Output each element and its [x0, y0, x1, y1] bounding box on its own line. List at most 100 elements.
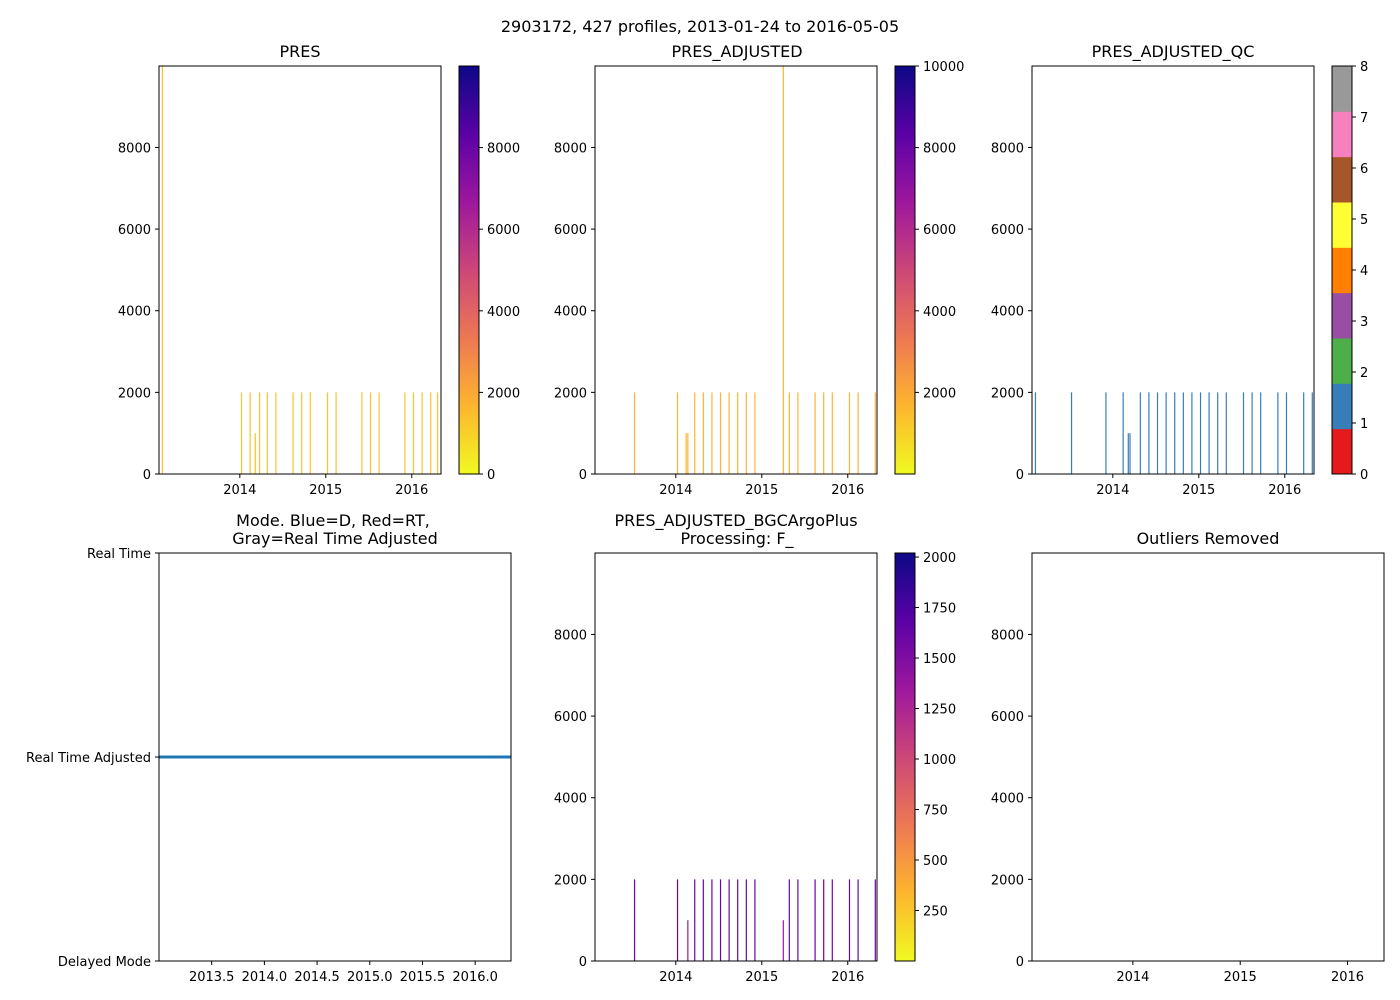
ytick-label-mode-2: Real Time [87, 547, 151, 562]
colorbar-tick-label-pres-adjusted-qc-4: 4 [1360, 264, 1368, 279]
colorbar-ticks-qc: 0 1 2 3 4 5 6 7 8 [1352, 60, 1368, 483]
xtick-label-pres-adjusted-0: 2014 [659, 483, 692, 498]
qc-color-segment-5 [1332, 202, 1352, 248]
colorbar-tick-label-pres-adjusted-qc-3: 3 [1360, 315, 1368, 330]
ytick-label-bgc-2: 4000 [554, 792, 587, 807]
colorbar-tick-label-pres-4: 8000 [487, 142, 520, 157]
ticks-mode: 2013.5 2014.0 2014.5 2015.0 2015.5 2016.0 Dela… [26, 547, 498, 985]
ytick-label-outliers-4: 8000 [991, 628, 1024, 643]
ytick-label-outliers-2: 4000 [991, 792, 1024, 807]
xtick-label-bgc-0: 2014 [659, 970, 692, 985]
ticks-bgc: 2014 2015 2016 0 2000 4000 6000 8000 [554, 628, 864, 985]
colorbar-tick-label-pres-0: 0 [487, 468, 495, 483]
qc-color-segment-2 [1332, 338, 1352, 384]
qc-color-segment-3 [1332, 292, 1352, 339]
colorbar-tick-label-pres-adjusted-qc-1: 1 [1360, 417, 1368, 432]
xtick-label-pres-adjusted-1: 2015 [745, 483, 778, 498]
colorbar-bgc [895, 553, 915, 961]
ytick-label-pres-0: 0 [143, 468, 151, 483]
colorbar-tick-label-pres-1: 2000 [487, 386, 520, 401]
ytick-label-mode-1: Real Time Adjusted [26, 751, 151, 766]
panel-pres-adjusted-qc: PRES_ADJUSTED_QC 2014 2015 201602000400060… [991, 42, 1368, 498]
ytick-label-mode-0: Delayed Mode [58, 955, 151, 970]
colorbar-tick-label-bgc-7: 2000 [923, 551, 956, 566]
panel-bgc: PRES_ADJUSTED_BGCArgoPlus Processing: F_… [554, 511, 956, 985]
panel-title-pres-adjusted: PRES_ADJUSTED [671, 42, 802, 62]
ytick-label-bgc-0: 0 [579, 955, 587, 970]
axes-frame-bgc [594, 552, 878, 962]
axes-frame-pres-adjusted-qc [1031, 65, 1315, 475]
ytick-label-pres-3: 6000 [118, 223, 151, 238]
colorbar-ticks-pres: 0 2000 4000 6000 8000 [479, 142, 520, 483]
colorbar-qc [1332, 66, 1352, 475]
ytick-label-pres-adjusted-qc-4: 8000 [991, 141, 1024, 156]
ytick-label-pres-2: 4000 [118, 305, 151, 320]
xtick-label-mode-3: 2015.0 [347, 970, 393, 985]
ytick-label-pres-adjusted-qc-0: 0 [1016, 468, 1024, 483]
marks-pres-adjusted [633, 66, 876, 474]
ytick-label-pres-adjusted-2: 4000 [554, 305, 587, 320]
colorbar-tick-label-pres-adjusted-qc-5: 5 [1360, 213, 1368, 228]
colorbar-tick-label-pres-adjusted-3: 8000 [923, 142, 956, 157]
colorbar-frame-pres-adjusted [894, 65, 916, 475]
colorbar-tick-label-pres-adjusted-qc-0: 0 [1360, 468, 1368, 483]
colorbar-tick-label-bgc-3: 1000 [923, 753, 956, 768]
colorbar-tick-label-bgc-5: 1500 [923, 652, 956, 667]
qc-color-segment-7 [1332, 111, 1352, 158]
ytick-label-bgc-3: 6000 [554, 710, 587, 725]
panel-pres-adjusted: PRES_ADJUSTED 2014 2015 2016 0 2000 4000 6000 8… [554, 42, 964, 498]
xtick-label-pres-adjusted-2: 2016 [831, 483, 864, 498]
xtick-label-bgc-1: 2015 [745, 970, 778, 985]
colorbar-tick-label-pres-adjusted-qc-2: 2 [1360, 366, 1368, 381]
ytick-label-bgc-1: 2000 [554, 873, 587, 888]
axes-frame-pres-adjusted [594, 65, 878, 475]
marks-bgc [633, 879, 876, 961]
panel-title-outliers: Outliers Removed [1137, 529, 1280, 548]
xtick-label-pres-0: 2014 [223, 483, 256, 498]
colorbar-tick-label-bgc-0: 250 [923, 905, 948, 920]
axes-frame-outliers [1031, 552, 1385, 962]
xtick-label-outliers-0: 2014 [1116, 970, 1149, 985]
colorbar-pres-adjusted [895, 66, 915, 474]
xtick-label-mode-4: 2015.5 [400, 970, 446, 985]
axes-frame-pres [158, 65, 442, 475]
panel-title-pres-adjusted-qc: PRES_ADJUSTED_QC [1092, 42, 1255, 62]
xtick-label-mode-1: 2014.0 [242, 970, 288, 985]
panel-title-bgc-line1: PRES_ADJUSTED_BGCArgoPlus [614, 511, 857, 531]
panel-mode: Mode. Blue=D, Red=RT, Gray=Real Time Adj… [26, 511, 512, 985]
xtick-label-pres-1: 2015 [309, 483, 342, 498]
xtick-label-pres-adjusted-qc-0: 2014 [1096, 483, 1129, 498]
ytick-label-pres-adjusted-0: 0 [579, 468, 587, 483]
ytick-label-pres-adjusted-4: 8000 [554, 141, 587, 156]
panel-title-mode-line2: Gray=Real Time Adjusted [232, 529, 438, 548]
colorbar-tick-label-bgc-1: 500 [923, 854, 948, 869]
ytick-label-pres-4: 8000 [118, 141, 151, 156]
ytick-label-pres-adjusted-qc-3: 6000 [991, 223, 1024, 238]
ytick-label-pres-1: 2000 [118, 386, 151, 401]
colorbar-tick-label-pres-2: 4000 [487, 305, 520, 320]
ytick-label-pres-adjusted-qc-2: 4000 [991, 305, 1024, 320]
ticks-outliers: 2014 2015 2016 0 2000 4000 6000 8000 [991, 628, 1364, 985]
panel-title-pres: PRES [279, 42, 320, 61]
colorbar-tick-label-bgc-6: 1750 [923, 602, 956, 617]
xtick-label-mode-0: 2013.5 [189, 970, 235, 985]
qc-color-segment-6 [1332, 156, 1352, 203]
colorbar-tick-label-pres-adjusted-4: 10000 [923, 60, 964, 75]
colorbar-tick-label-bgc-2: 750 [923, 804, 948, 819]
colorbar-tick-label-pres-3: 6000 [487, 223, 520, 238]
colorbar-tick-label-bgc-4: 1250 [923, 703, 956, 718]
xtick-label-bgc-2: 2016 [831, 970, 864, 985]
colorbar-pres [459, 66, 479, 474]
ticks-pres-adjusted: 2014 2015 2016 0 2000 4000 6000 8000 [554, 141, 864, 498]
colorbar-tick-label-pres-adjusted-qc-8: 8 [1360, 60, 1368, 75]
xtick-label-pres-adjusted-qc-2: 2016 [1268, 483, 1301, 498]
xtick-label-outliers-2: 2016 [1331, 970, 1364, 985]
ytick-label-outliers-0: 0 [1016, 955, 1024, 970]
colorbar-ticks-bgc: 250 500 750 1000 1250 1500 1750 2000 [915, 551, 956, 920]
figure-suptitle: 2903172, 427 profiles, 2013-01-24 to 201… [501, 17, 899, 36]
ytick-label-pres-adjusted-1: 2000 [554, 386, 587, 401]
panel-title-bgc-line2: Processing: F_ [680, 529, 794, 549]
qc-color-segment-4 [1332, 247, 1352, 294]
ytick-label-bgc-4: 8000 [554, 628, 587, 643]
